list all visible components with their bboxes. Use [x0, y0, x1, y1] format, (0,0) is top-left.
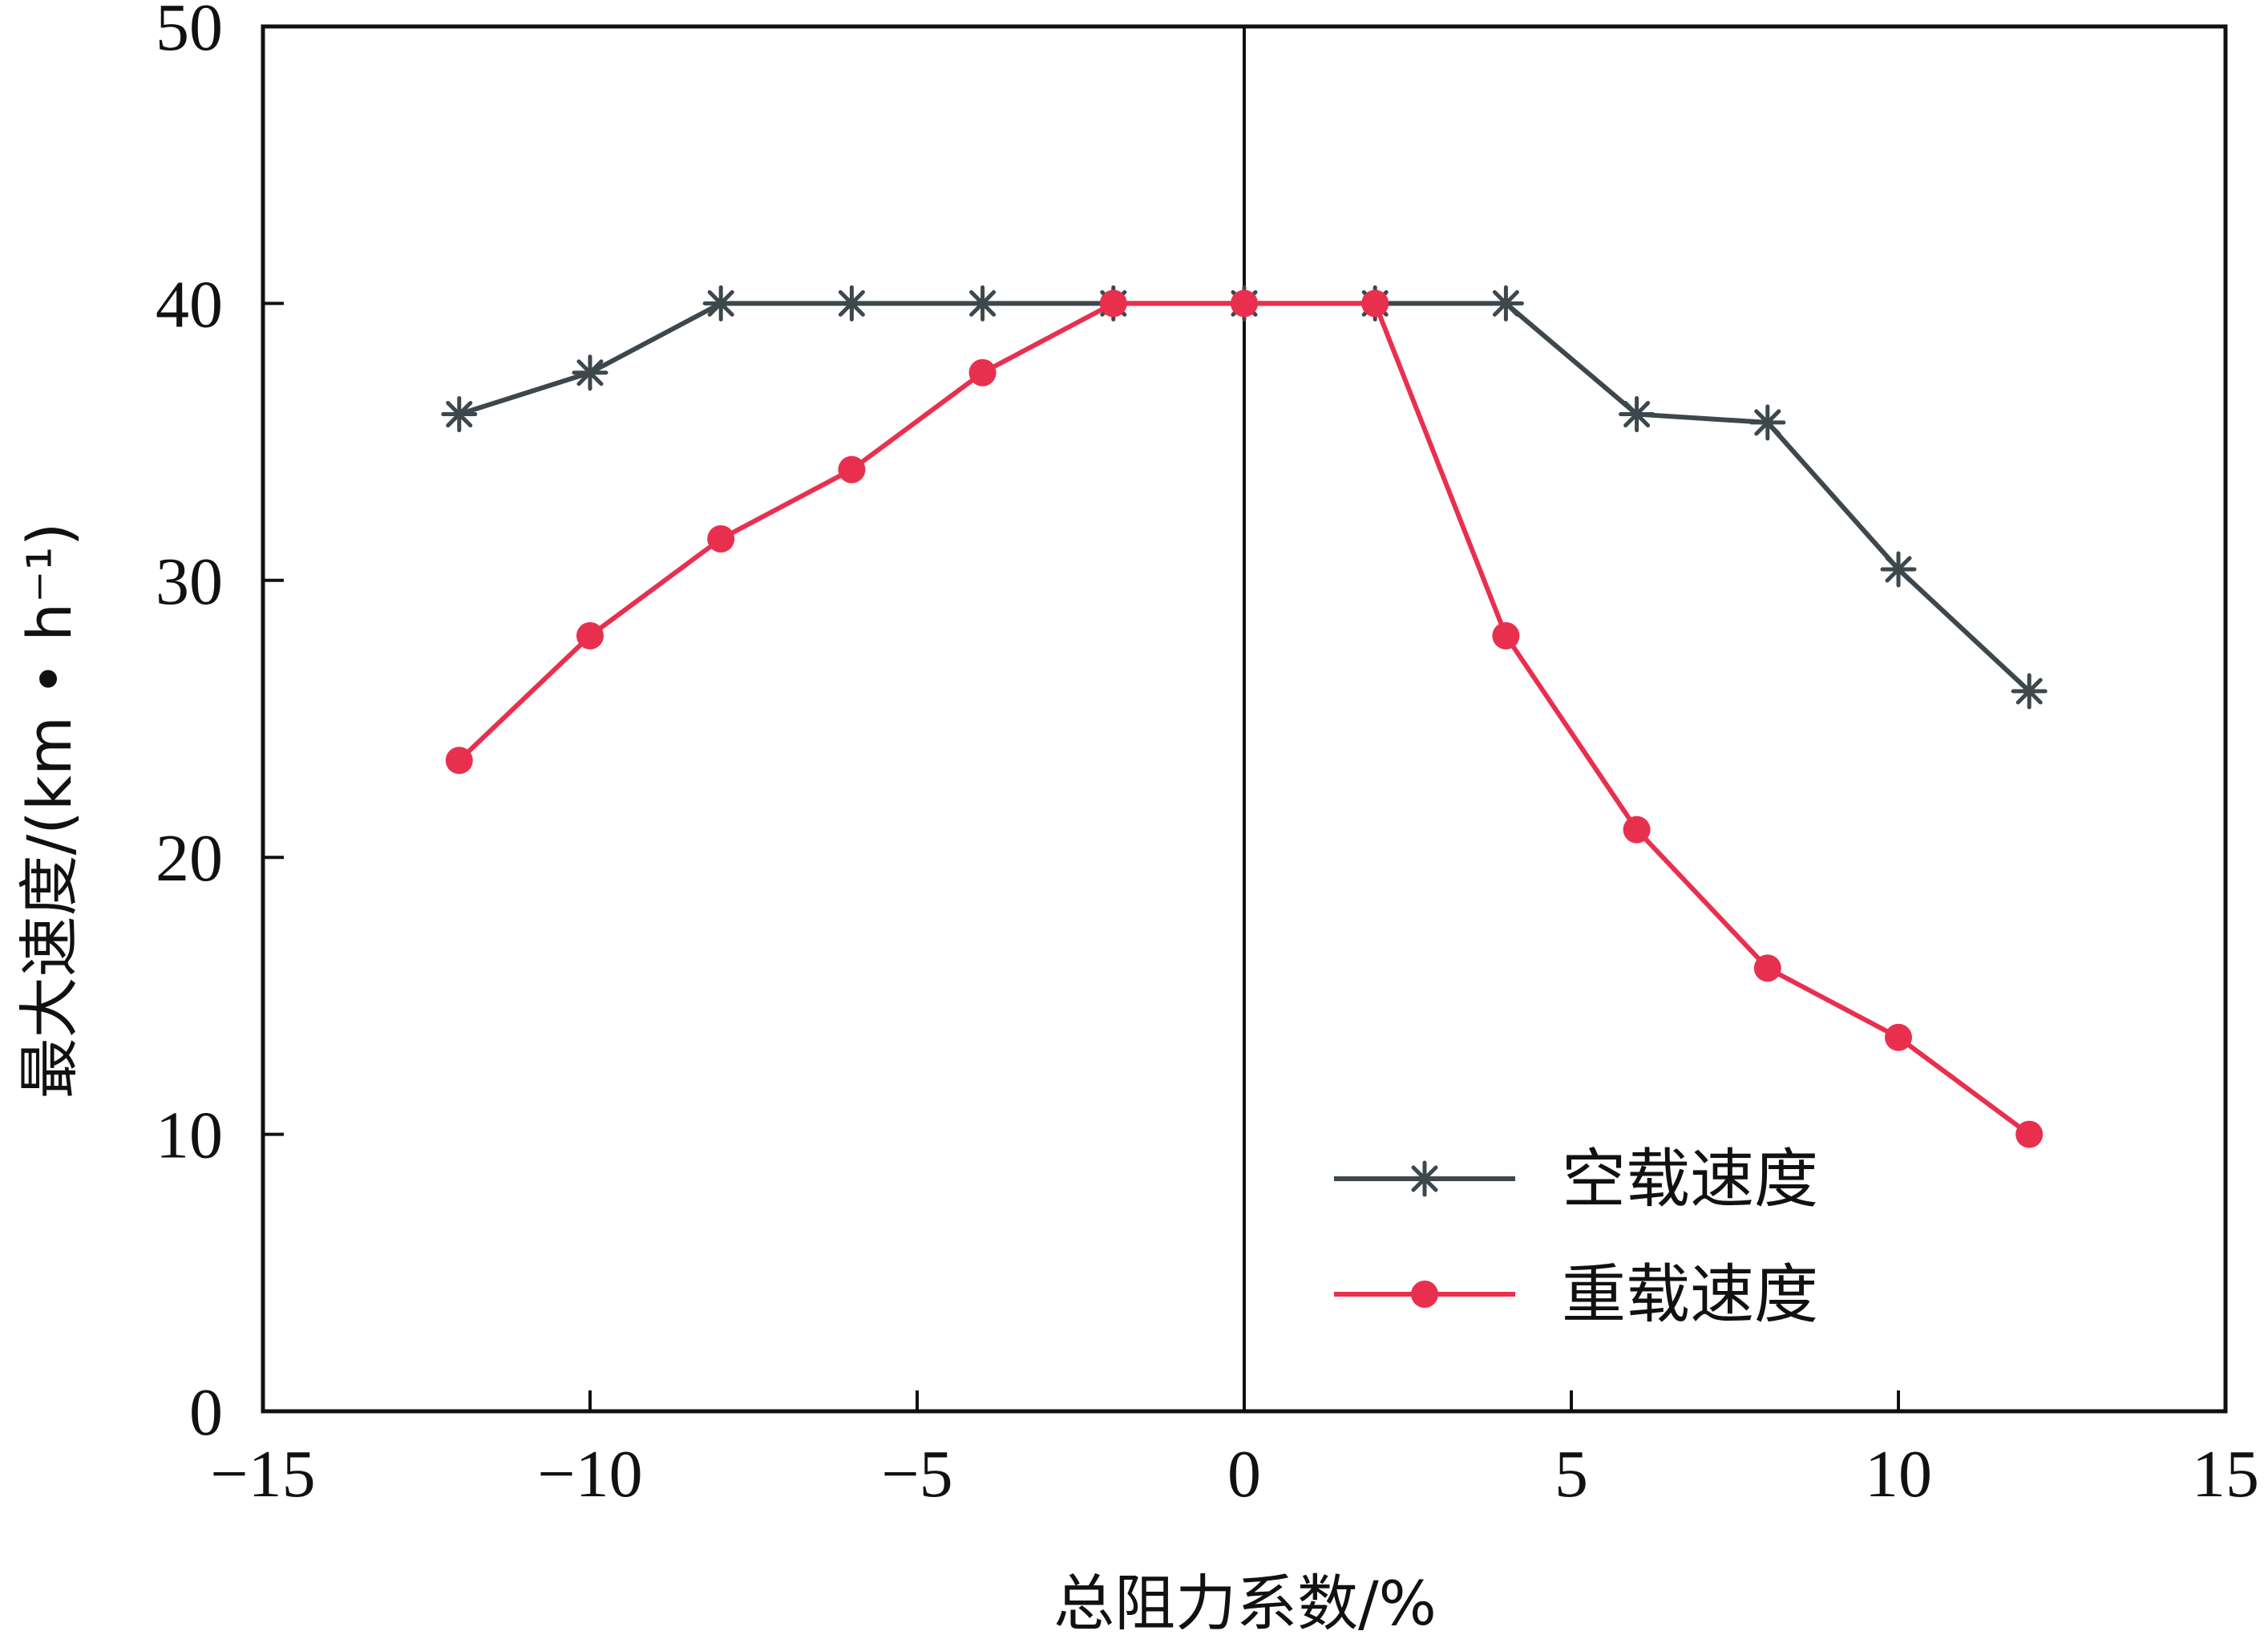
series-2 [445, 289, 2044, 1148]
legend-marker [1406, 1160, 1443, 1197]
data-point [1231, 289, 1258, 318]
data-point [1492, 621, 1520, 650]
x-tick-label: 5 [1554, 1437, 1588, 1512]
y-axis-title: 最大速度/(km • h⁻¹) [14, 523, 85, 1099]
x-tick-label: −10 [537, 1437, 642, 1512]
data-point [572, 354, 608, 391]
x-tick-label: 15 [2192, 1437, 2259, 1512]
data-point [1619, 396, 1656, 433]
series-layer [441, 285, 2048, 1148]
legend-item: 空载速度 [1334, 1142, 1818, 1216]
data-point [838, 455, 866, 484]
data-point [1487, 285, 1524, 322]
data-point [1623, 815, 1651, 844]
data-point [445, 747, 473, 775]
x-tick-label: −5 [881, 1437, 952, 1512]
data-point [2011, 673, 2048, 710]
y-tick-label: 40 [156, 267, 223, 342]
data-point [833, 285, 870, 322]
data-point [576, 621, 604, 650]
data-point [1749, 404, 1786, 441]
x-tick-label: 10 [1865, 1437, 1932, 1512]
x-tick-label: 0 [1227, 1437, 1261, 1512]
x-tick-label: −15 [210, 1437, 315, 1512]
data-point [2015, 1120, 2044, 1148]
data-point [1880, 551, 1917, 588]
y-tick-label: 20 [156, 821, 223, 896]
data-point [707, 524, 735, 552]
y-tick-label: 50 [156, 0, 223, 65]
x-axis-title: 总阻力系数/% [1053, 1568, 1437, 1639]
y-tick-label: 0 [189, 1375, 223, 1450]
data-point [1361, 289, 1389, 318]
data-point [964, 285, 1001, 322]
data-point [441, 396, 478, 433]
data-point [702, 285, 739, 322]
y-tick-label: 30 [156, 544, 223, 619]
data-point [1099, 289, 1127, 318]
data-point [1753, 954, 1781, 982]
legend-label: 重载速度 [1562, 1257, 1818, 1332]
legend-item: 重载速度 [1334, 1257, 1818, 1332]
legend-label: 空载速度 [1562, 1142, 1818, 1216]
data-point [968, 358, 997, 386]
axis-ticks: −15 −10 −5 0 5 10 15 0 10 20 30 40 50 [156, 0, 2259, 1512]
data-point [1885, 1023, 1912, 1051]
legend-marker [1411, 1281, 1438, 1308]
y-tick-label: 10 [156, 1099, 223, 1173]
